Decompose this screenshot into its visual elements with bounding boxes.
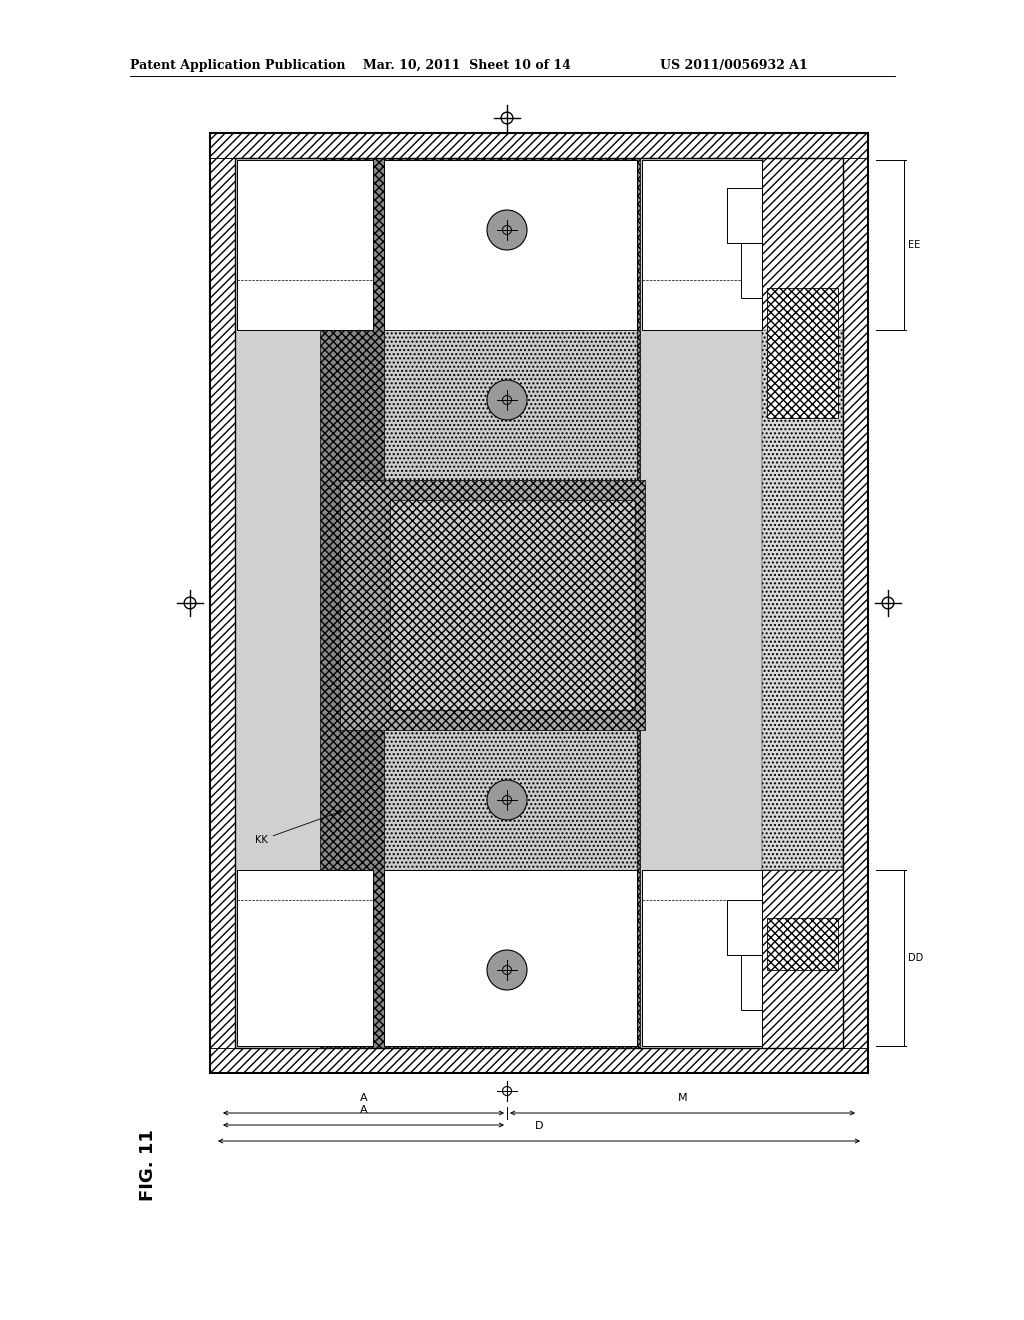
Bar	[642, 870, 762, 1045]
Text: KK: KK	[255, 810, 342, 845]
Text: A: A	[359, 1105, 368, 1115]
Bar	[642, 160, 762, 330]
Bar	[384, 730, 637, 870]
Bar	[234, 158, 375, 1048]
Text: Mar. 10, 2011  Sheet 10 of 14: Mar. 10, 2011 Sheet 10 of 14	[362, 58, 570, 71]
Text: M: M	[678, 1093, 687, 1104]
Bar	[210, 1048, 868, 1073]
Text: DD: DD	[908, 953, 924, 964]
Bar	[210, 133, 868, 1073]
Circle shape	[487, 780, 527, 820]
Text: D: D	[535, 1121, 544, 1131]
Bar	[340, 480, 645, 730]
Bar	[210, 158, 234, 1048]
Text: FIG. 11: FIG. 11	[139, 1129, 157, 1201]
Text: A: A	[359, 1093, 368, 1104]
Bar	[767, 917, 838, 970]
Bar	[741, 243, 762, 298]
Bar	[384, 160, 637, 330]
Text: Patent Application Publication: Patent Application Publication	[130, 58, 345, 71]
Bar	[210, 133, 868, 1073]
Bar	[741, 954, 762, 1010]
Bar	[234, 158, 843, 1048]
Circle shape	[487, 380, 527, 420]
Bar	[762, 870, 843, 1048]
Bar	[767, 288, 838, 418]
Bar	[727, 900, 762, 954]
Bar	[762, 158, 843, 330]
Bar	[384, 330, 637, 480]
Bar	[210, 133, 868, 158]
Circle shape	[487, 210, 527, 249]
Bar	[390, 500, 635, 710]
Circle shape	[487, 950, 527, 990]
Bar	[384, 870, 637, 1045]
Bar	[237, 160, 373, 330]
Text: US 2011/0056932 A1: US 2011/0056932 A1	[660, 58, 808, 71]
Bar	[762, 330, 843, 870]
Bar	[319, 158, 640, 1048]
Bar	[640, 158, 762, 1048]
Bar	[727, 187, 762, 243]
Bar	[237, 870, 373, 1045]
Bar	[843, 158, 868, 1048]
Text: EE: EE	[908, 240, 921, 249]
Bar	[234, 158, 843, 1048]
